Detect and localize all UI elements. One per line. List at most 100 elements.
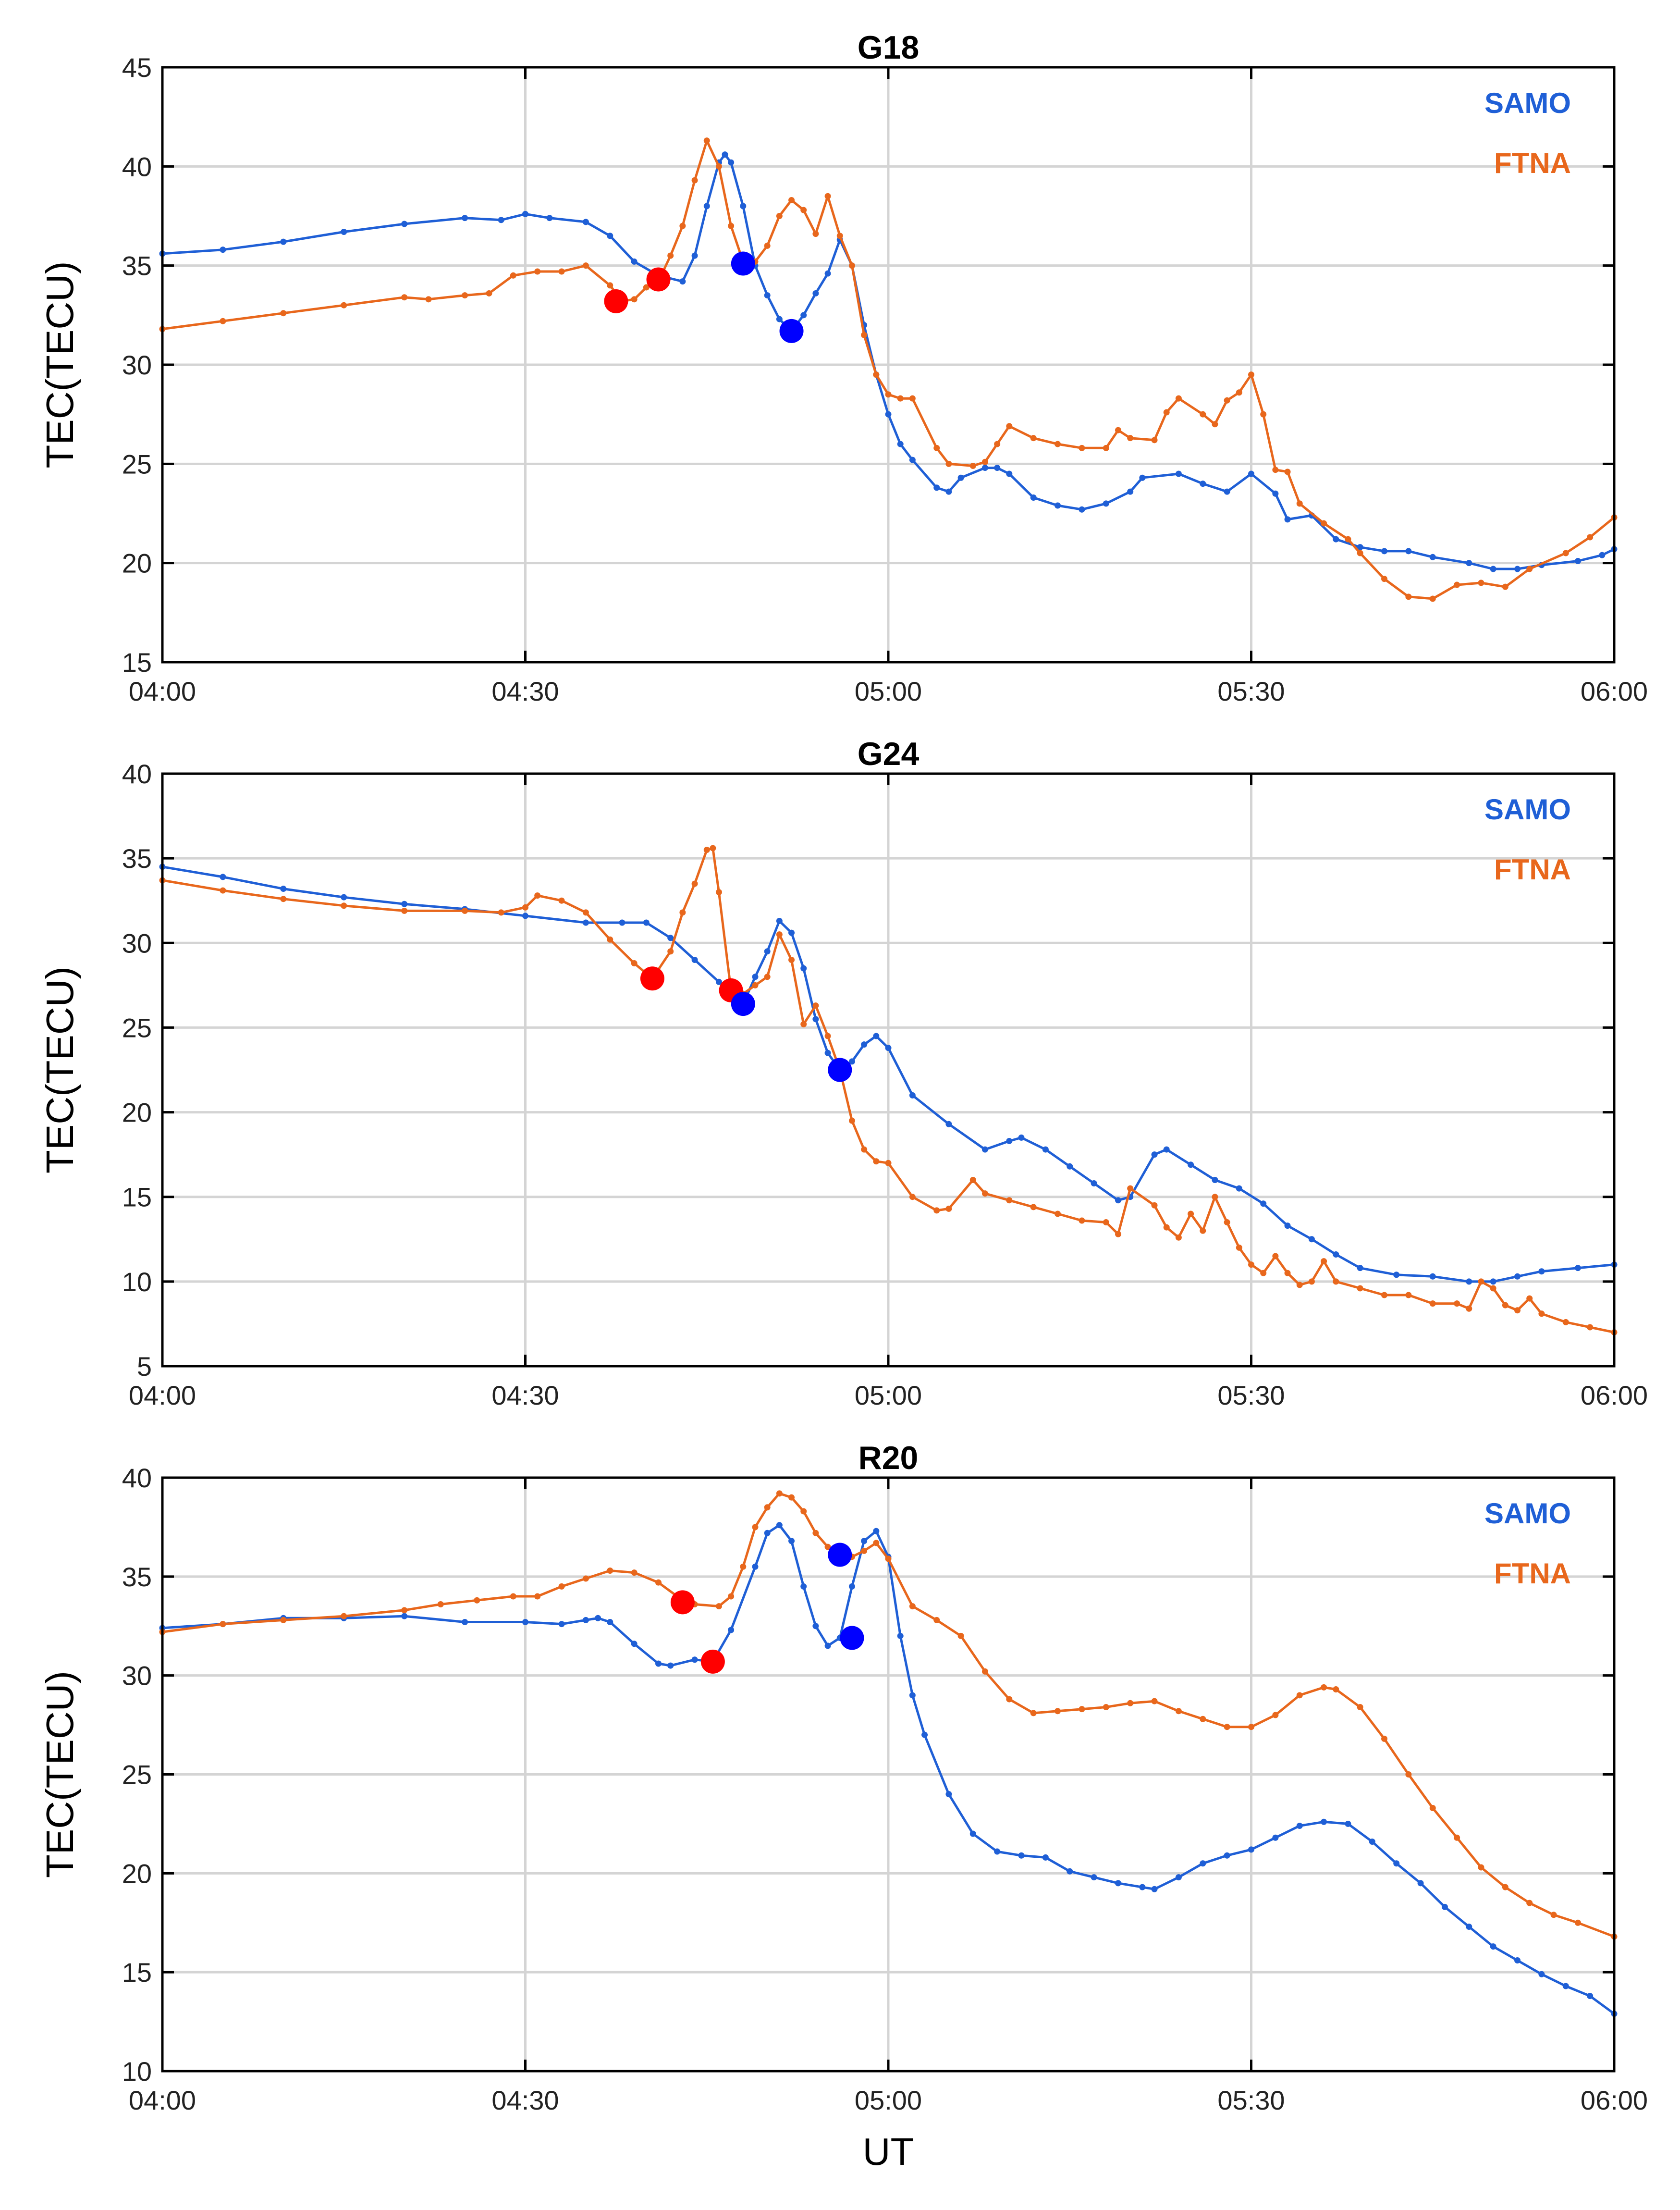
data-point-samo: [800, 1583, 807, 1590]
data-point-samo: [1091, 1180, 1097, 1187]
data-point-samo: [1272, 1834, 1279, 1841]
data-point-ftna: [957, 1632, 964, 1639]
data-point-ftna: [655, 1579, 662, 1586]
data-point-ftna: [1466, 1305, 1472, 1312]
data-point-ftna: [848, 262, 855, 269]
data-point-ftna: [1405, 593, 1412, 600]
highlight-marker: [640, 966, 664, 991]
data-point-samo: [655, 1660, 662, 1667]
data-point-samo: [558, 1621, 565, 1628]
data-point-ftna: [1502, 1884, 1508, 1890]
data-point-samo: [1067, 1868, 1073, 1875]
data-point-samo: [1308, 1236, 1315, 1243]
data-point-ftna: [945, 460, 952, 467]
data-point-samo: [1224, 488, 1230, 495]
data-point-ftna: [1212, 1194, 1218, 1200]
data-point-ftna: [909, 395, 916, 402]
data-point-ftna: [764, 974, 771, 980]
data-point-samo: [1212, 1176, 1218, 1183]
data-point-samo: [1248, 1846, 1254, 1853]
data-point-samo: [728, 1627, 735, 1633]
highlight-marker: [700, 1649, 725, 1674]
data-point-ftna: [691, 177, 698, 184]
y-tick-label: 25: [122, 449, 152, 479]
y-tick-label: 35: [122, 1562, 152, 1592]
data-point-samo: [776, 1522, 783, 1529]
data-point-ftna: [1429, 1300, 1436, 1307]
data-point-ftna: [401, 294, 408, 301]
data-point-samo: [691, 1656, 698, 1663]
data-point-samo: [1200, 1860, 1206, 1867]
data-point-ftna: [1405, 1292, 1412, 1298]
data-point-ftna: [1175, 1234, 1182, 1241]
data-point-ftna: [1200, 1227, 1206, 1234]
data-point-samo: [401, 1613, 408, 1619]
data-point-samo: [1381, 548, 1388, 555]
data-point-ftna: [534, 1593, 541, 1600]
data-point-ftna: [582, 909, 589, 916]
data-point-ftna: [1006, 1197, 1013, 1204]
data-point-ftna: [1188, 1210, 1194, 1217]
y-tick-label: 40: [122, 1463, 152, 1493]
data-point-ftna: [280, 1617, 287, 1623]
data-point-ftna: [1200, 411, 1206, 418]
data-point-samo: [1345, 1820, 1351, 1827]
data-point-ftna: [607, 1567, 613, 1574]
data-point-samo: [885, 411, 892, 418]
data-point-ftna: [1308, 1278, 1315, 1285]
data-point-samo: [1175, 1874, 1182, 1881]
data-point-samo: [522, 913, 528, 919]
legend-entry-ftna: FTNA: [1494, 147, 1571, 179]
data-point-ftna: [1381, 1292, 1388, 1298]
data-point-ftna: [558, 268, 565, 275]
data-point-ftna: [812, 1002, 819, 1009]
data-point-samo: [812, 290, 819, 296]
data-point-ftna: [1538, 1310, 1545, 1317]
data-point-ftna: [1127, 1185, 1134, 1192]
data-point-ftna: [776, 1490, 783, 1497]
data-point-ftna: [728, 1593, 735, 1600]
data-point-ftna: [1103, 1219, 1109, 1226]
data-point-samo: [824, 1049, 831, 1056]
data-point-samo: [885, 1045, 892, 1051]
data-point-ftna: [836, 233, 843, 239]
data-point-ftna: [1562, 550, 1569, 556]
data-point-ftna: [558, 1583, 565, 1590]
x-tick-label: 06:00: [1581, 2085, 1648, 2115]
data-point-samo: [1405, 548, 1412, 555]
data-point-samo: [1042, 1146, 1049, 1153]
data-point-ftna: [703, 847, 710, 853]
data-point-samo: [1429, 1273, 1436, 1280]
data-point-ftna: [1055, 441, 1061, 447]
data-point-ftna: [1502, 1302, 1508, 1309]
data-point-samo: [909, 1692, 916, 1699]
data-point-samo: [957, 474, 964, 481]
y-tick-label: 10: [122, 2056, 152, 2087]
data-point-ftna: [437, 1601, 444, 1607]
data-point-samo: [1006, 470, 1013, 477]
data-point-samo: [909, 457, 916, 463]
data-point-ftna: [534, 268, 541, 275]
data-point-ftna: [824, 1543, 831, 1550]
data-point-ftna: [1151, 437, 1158, 444]
highlight-marker: [670, 1590, 695, 1615]
data-point-ftna: [1333, 1278, 1339, 1285]
data-point-samo: [643, 919, 650, 926]
data-point-ftna: [861, 332, 868, 338]
data-point-ftna: [703, 137, 710, 144]
data-point-samo: [522, 1619, 528, 1626]
data-point-samo: [752, 1563, 759, 1570]
y-tick-label: 40: [122, 759, 152, 789]
y-tick-label: 35: [122, 251, 152, 281]
data-point-samo: [1115, 1197, 1121, 1204]
data-point-ftna: [1212, 421, 1218, 428]
data-point-ftna: [1175, 395, 1182, 402]
panel-title: G24: [858, 736, 920, 772]
data-point-ftna: [1127, 1700, 1134, 1706]
data-point-ftna: [1357, 550, 1363, 556]
data-point-samo: [981, 465, 988, 471]
data-point-samo: [220, 874, 226, 880]
data-point-ftna: [1454, 1300, 1460, 1307]
data-point-samo: [1393, 1272, 1400, 1278]
data-point-ftna: [1272, 1253, 1279, 1259]
